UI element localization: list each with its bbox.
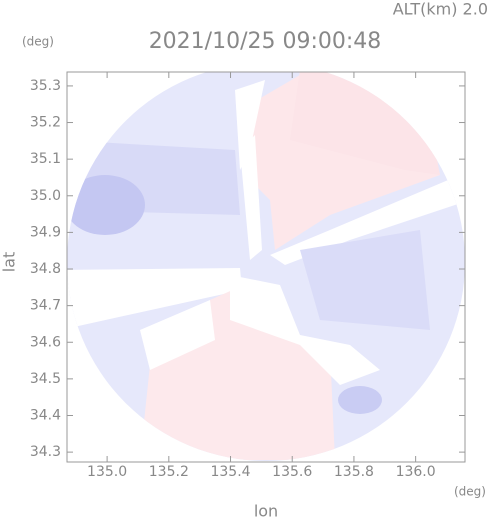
x-tick-label: 135.0 [87, 464, 127, 480]
plot-frame [66, 71, 466, 463]
x-tick-label: 135.2 [149, 464, 189, 480]
y-tick-label: 35.1 [30, 151, 61, 167]
y-tick-label: 34.6 [30, 334, 61, 350]
altitude: ALT(km) 2.0 [393, 0, 488, 19]
x-axis-label: lon [254, 502, 278, 521]
y-tick-label: 34.8 [30, 261, 61, 277]
x-unit: (deg) [454, 485, 486, 499]
y-tick-label: 34.5 [30, 371, 61, 387]
x-tick-label: 135.6 [272, 464, 312, 480]
y-tick-label: 35.2 [30, 115, 61, 131]
y-unit: (deg) [22, 35, 54, 49]
y-tick-label: 35.0 [30, 188, 61, 204]
x-tick-label: 135.4 [210, 464, 250, 480]
chart-title: 2021/10/25 09:00:48 [149, 29, 382, 54]
x-tick-label: 136.0 [396, 464, 436, 480]
y-tick-label: 34.3 [30, 444, 61, 460]
y-tick-label: 34.4 [30, 407, 61, 423]
radar-image [67, 72, 465, 461]
x-tick-label: 135.8 [334, 464, 374, 480]
y-tick-label: 34.7 [30, 298, 61, 314]
y-axis-label: lat [0, 252, 19, 273]
y-tick-label: 34.9 [30, 224, 61, 240]
y-tick-label: 35.3 [30, 78, 61, 94]
